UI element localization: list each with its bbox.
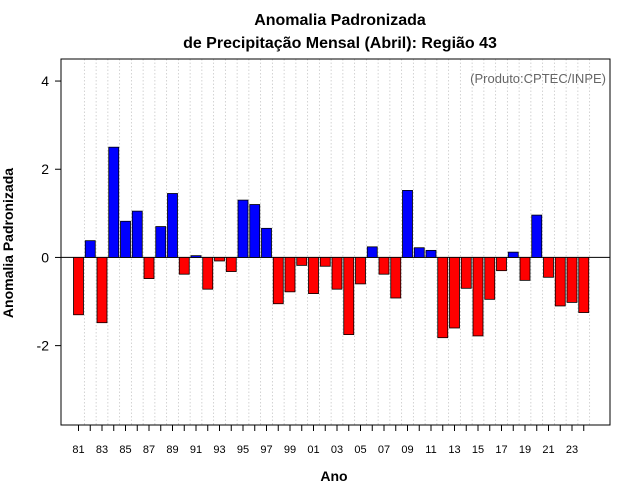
bar-92 xyxy=(202,257,214,290)
x-tick-label: 87 xyxy=(143,444,155,456)
bar-02 xyxy=(319,257,331,267)
x-tick-label: 97 xyxy=(260,444,272,456)
bar-05 xyxy=(355,257,366,285)
x-tick-label: 03 xyxy=(331,444,343,456)
y-tick-label: -2 xyxy=(37,338,50,354)
x-tick-label: 15 xyxy=(472,444,484,456)
y-tick-label: 0 xyxy=(41,249,49,265)
bar-04 xyxy=(343,257,355,336)
y-axis: -2 0 2 4 xyxy=(37,73,61,354)
bar-89 xyxy=(167,193,178,258)
bar-22 xyxy=(554,257,566,307)
x-tick-label: 09 xyxy=(401,444,413,456)
bar-07 xyxy=(378,257,390,275)
x-tick-label: 07 xyxy=(378,444,390,456)
plot-frame xyxy=(60,58,611,426)
bar-06 xyxy=(366,246,378,258)
bar-03 xyxy=(331,257,343,290)
x-tick-label: 81 xyxy=(72,444,84,456)
x-tick-label: 85 xyxy=(119,444,131,456)
bar-17 xyxy=(496,257,507,272)
bar-18 xyxy=(507,251,519,258)
bar-08 xyxy=(390,257,402,299)
x-tick-label: 89 xyxy=(166,444,178,456)
x-tick-label: 11 xyxy=(425,444,436,456)
bar-20 xyxy=(531,214,543,258)
bar-12 xyxy=(437,257,449,339)
bar-09 xyxy=(402,190,413,258)
bar-16 xyxy=(484,257,496,300)
bar-88 xyxy=(155,226,167,258)
x-tick-label: 23 xyxy=(566,444,578,456)
bar-82 xyxy=(84,240,96,258)
bars xyxy=(73,146,590,339)
bar-15 xyxy=(472,257,484,337)
x-tick-label: 21 xyxy=(542,444,554,456)
x-tick-label: 99 xyxy=(284,444,296,456)
y-tick-label: 4 xyxy=(41,73,49,89)
x-axis: 81 83 85 87 89 91 93 95 97 99 01 03 05 07 09 11 13 15 17 19… xyxy=(72,425,585,456)
bar-14 xyxy=(460,257,472,289)
x-tick-label: 05 xyxy=(354,444,366,456)
bar-21 xyxy=(543,257,554,278)
bar-01 xyxy=(308,257,319,294)
bar-86 xyxy=(131,210,143,258)
bar-81 xyxy=(73,257,84,316)
y-tick-label: 2 xyxy=(41,161,49,177)
bar-83 xyxy=(96,257,108,324)
x-tick-label: 01 xyxy=(307,444,319,456)
x-tick-label: 95 xyxy=(237,444,249,456)
source-annotation: (Produto:CPTEC/INPE) xyxy=(470,71,606,86)
bar-98 xyxy=(272,257,284,305)
chart-title-line1: Anomalia Padronizada xyxy=(254,12,426,29)
bar-96 xyxy=(249,204,261,258)
bar-24 xyxy=(578,257,590,313)
x-tick-label: 93 xyxy=(213,444,225,456)
bar-84 xyxy=(108,146,120,258)
x-tick-label: 91 xyxy=(190,444,202,456)
x-tick-label: 13 xyxy=(448,444,460,456)
y-axis-title: Anomalia Padronizada xyxy=(0,168,16,318)
bar-85 xyxy=(120,220,131,258)
bar-99 xyxy=(284,257,296,293)
x-tick-label: 83 xyxy=(96,444,108,456)
bar-00 xyxy=(296,257,308,266)
bar-94 xyxy=(225,257,237,272)
bar-23 xyxy=(566,257,578,303)
bar-95 xyxy=(237,199,249,258)
bar-97 xyxy=(261,227,272,258)
chart-title-line2: de Precipitação Mensal (Abril): Região 4… xyxy=(183,35,497,52)
x-tick-label: 19 xyxy=(519,444,531,456)
grid-lines xyxy=(83,59,591,425)
bar-10 xyxy=(413,247,425,258)
x-tick-label: 17 xyxy=(495,444,507,456)
bar-11 xyxy=(425,249,437,258)
bar-19 xyxy=(519,257,531,281)
x-axis-title: Ano xyxy=(320,468,347,484)
bar-91 xyxy=(190,255,202,258)
bar-13 xyxy=(449,257,460,329)
bar-90 xyxy=(178,257,190,275)
bar-87 xyxy=(143,257,155,280)
bar-93 xyxy=(214,257,225,262)
